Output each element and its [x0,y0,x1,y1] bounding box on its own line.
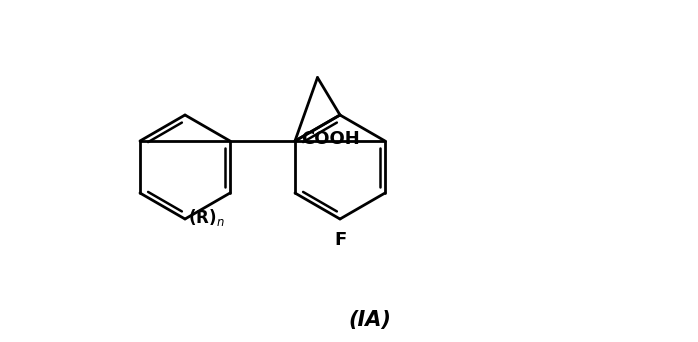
Text: COOH: COOH [301,130,359,148]
Text: F: F [334,231,346,249]
Text: (IA): (IA) [348,310,392,330]
Text: (R)$_n$: (R)$_n$ [188,207,225,228]
